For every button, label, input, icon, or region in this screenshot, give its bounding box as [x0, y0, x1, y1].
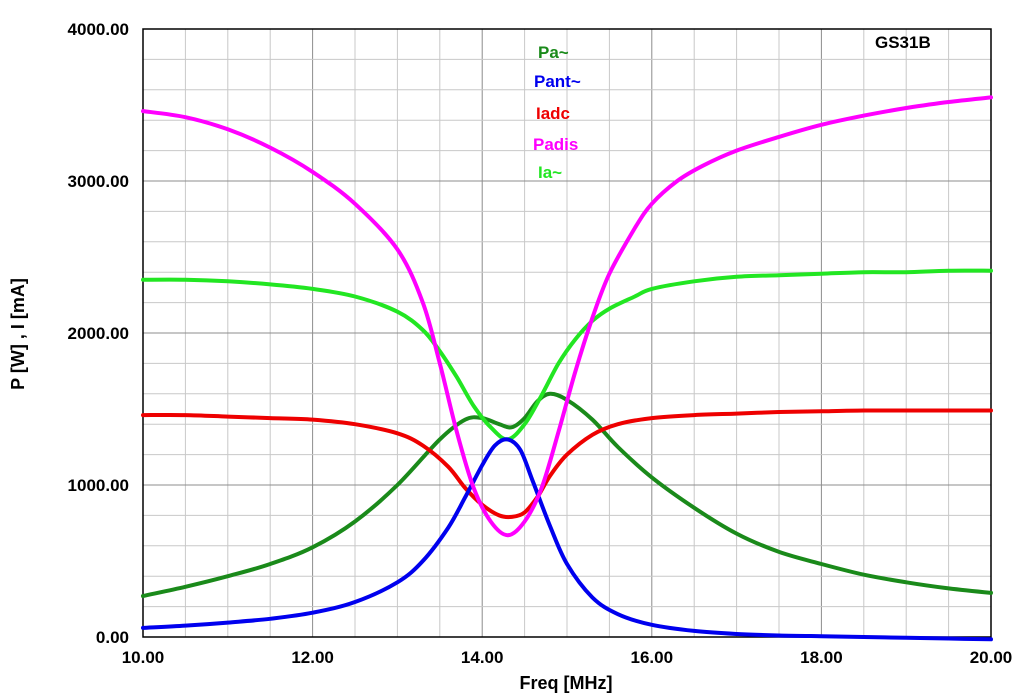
series-line-padis: [141, 95, 993, 538]
x-axis-label: Freq [MHz]: [520, 673, 613, 693]
series-lines: [141, 95, 993, 642]
y-tick-label: 3000.00: [68, 172, 129, 191]
legend-entry: Ia~: [538, 163, 562, 182]
x-tick-label: 18.00: [800, 648, 843, 667]
x-tick-labels: 10.00 12.00 14.00 16.00 18.00 20.00: [122, 648, 1013, 667]
y-axis-label: P [W] , I [mA]: [8, 278, 28, 390]
y-tick-labels: 0.00 1000.00 2000.00 3000.00 4000.00: [68, 20, 129, 647]
legend-entry: Padis: [533, 135, 578, 154]
y-tick-label: 1000.00: [68, 476, 129, 495]
x-tick-label: 12.00: [291, 648, 334, 667]
x-tick-label: 14.00: [461, 648, 504, 667]
x-tick-label: 20.00: [970, 648, 1013, 667]
chart-title: GS31B: [875, 33, 931, 52]
legend-entry: Pant~: [534, 72, 581, 91]
series-line-pant: [141, 437, 993, 642]
plot-frame: [142, 28, 992, 638]
series-line-iadc: [141, 408, 993, 520]
x-tick-label: 16.00: [631, 648, 674, 667]
legend: Pa~ Pant~ Iadc Padis Ia~: [533, 43, 581, 182]
y-tick-label: 4000.00: [68, 20, 129, 39]
legend-entry: Pa~: [538, 43, 569, 62]
y-tick-label: 0.00: [96, 628, 129, 647]
legend-entry: Iadc: [536, 104, 570, 123]
x-tick-label: 10.00: [122, 648, 165, 667]
y-tick-label: 2000.00: [68, 324, 129, 343]
series-line-ia: [141, 268, 993, 442]
